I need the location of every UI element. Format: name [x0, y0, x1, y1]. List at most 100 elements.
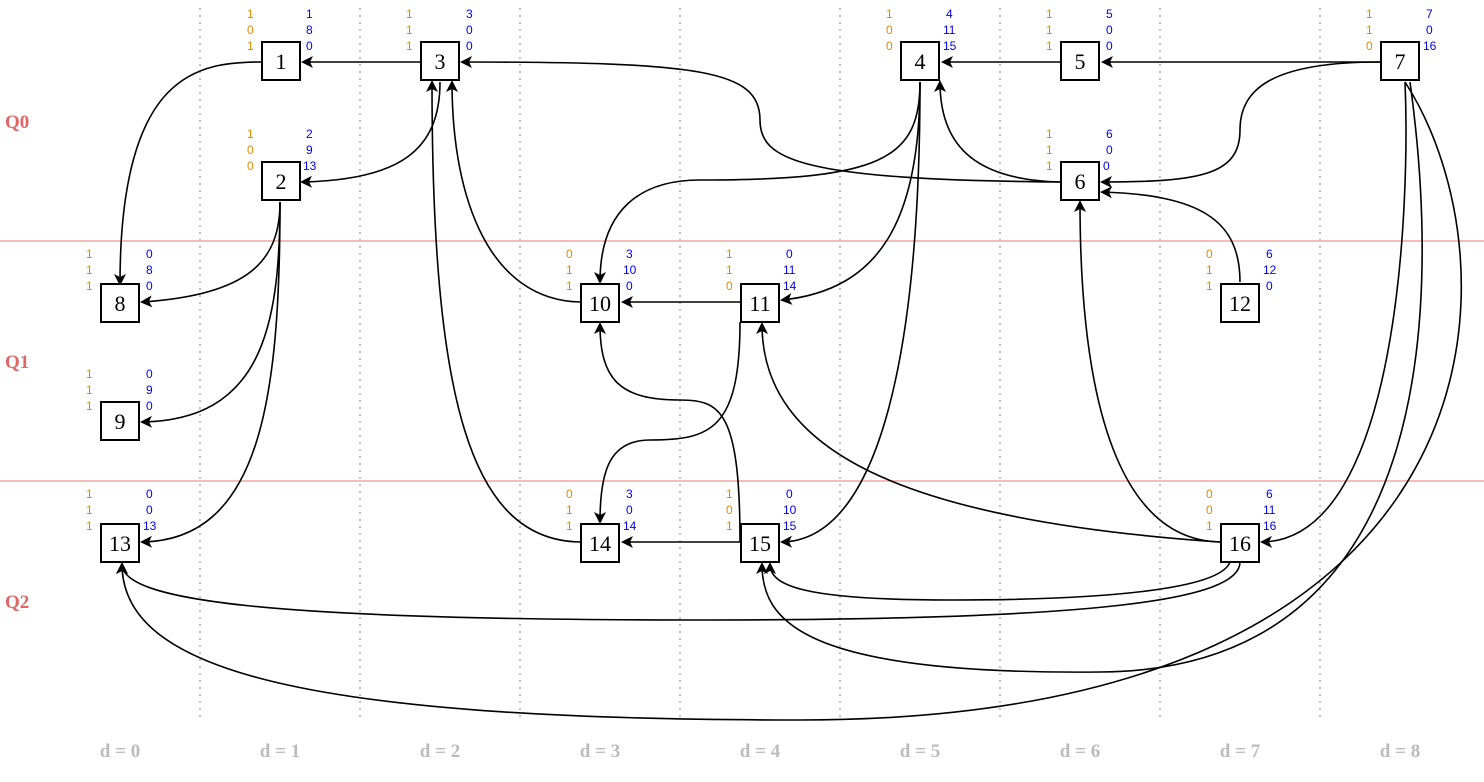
- node-left-value: 1: [1046, 7, 1053, 21]
- node-right-value: 5: [1106, 7, 1113, 21]
- edge-6-3: [460, 56, 1061, 183]
- node-right-value: 16: [1423, 39, 1437, 53]
- node-right-value: 1: [306, 7, 313, 21]
- column-labels: d = 0 d = 1 d = 2 d = 3 d = 4 d = 5 d = …: [100, 741, 1420, 762]
- nodes: 1 1 0 1 1 8 0 2 1 0 0 2 9 13 3 1 1 1 3 0…: [86, 7, 1437, 563]
- node-1: 1 1 0 1 1 8 0: [247, 7, 313, 81]
- node-label: 13: [109, 531, 131, 556]
- edge-10-3: [446, 80, 581, 303]
- node-label: 7: [1395, 49, 1406, 74]
- edge-16-15: [764, 561, 1231, 601]
- node-right-value: 0: [1106, 143, 1113, 157]
- node-label: 6: [1075, 169, 1086, 194]
- node-right-value: 0: [146, 367, 153, 381]
- node-right-value: 15: [943, 39, 957, 53]
- node-left-value: 1: [566, 519, 573, 533]
- node-left-value: 1: [1046, 143, 1053, 157]
- node-right-value: 8: [146, 263, 153, 277]
- edge-11-14: [594, 321, 741, 524]
- node-left-value: 0: [566, 247, 573, 261]
- node-right-value: 3: [626, 247, 633, 261]
- column-label-d1: d = 1: [260, 741, 300, 762]
- node-14: 14 0 1 1 3 0 14: [566, 487, 637, 563]
- node-right-value: 11: [1263, 503, 1276, 517]
- node-12: 12 0 1 1 6 12 0: [1206, 247, 1277, 323]
- node-right-value: 7: [1426, 7, 1433, 21]
- node-left-value: 1: [726, 263, 733, 277]
- node-right-value: 6: [1266, 487, 1273, 501]
- node-right-value: 10: [623, 263, 637, 277]
- node-box: [261, 161, 301, 201]
- node-7: 7 1 1 0 7 0 16: [1366, 7, 1437, 81]
- edge-4-10: [594, 81, 921, 284]
- node-right-value: 0: [786, 487, 793, 501]
- node-left-value: 0: [566, 487, 573, 501]
- node-left-value: 0: [247, 23, 254, 37]
- node-16: 16 0 0 1 6 11 16: [1206, 487, 1277, 563]
- node-left-value: 0: [247, 143, 254, 157]
- node-box: [900, 41, 940, 81]
- edge-2-8: [140, 201, 281, 308]
- node-right-value: 11: [783, 263, 796, 277]
- node-left-value: 1: [247, 39, 254, 53]
- node-box: [100, 401, 140, 441]
- node-label: 16: [1229, 531, 1251, 556]
- node-left-value: 1: [86, 383, 93, 397]
- node-left-value: 1: [86, 263, 93, 277]
- node-right-value: 3: [626, 487, 633, 501]
- edge-7-15: [756, 81, 1423, 673]
- node-left-value: 1: [247, 127, 254, 141]
- node-left-value: 0: [1206, 487, 1213, 501]
- node-left-value: 1: [726, 487, 733, 501]
- node-box: [1060, 41, 1100, 81]
- node-8: 8 1 1 1 0 8 0: [86, 247, 153, 323]
- node-left-value: 1: [1046, 127, 1053, 141]
- column-label-d3: d = 3: [580, 741, 620, 762]
- node-right-value: 0: [1106, 23, 1113, 37]
- edge-3-2: [300, 81, 441, 188]
- node-left-value: 0: [726, 279, 733, 293]
- node-15: 15 1 0 1 0 10 15: [726, 487, 797, 563]
- node-box: [1220, 283, 1260, 323]
- node-box: [740, 283, 780, 323]
- row-labels: Q0 Q1 Q2: [5, 112, 29, 613]
- node-label: 3: [435, 49, 446, 74]
- node-left-value: 1: [86, 487, 93, 501]
- node-left-value: 1: [406, 7, 413, 21]
- node-right-value: 15: [783, 519, 797, 533]
- edge-14-3: [426, 80, 581, 543]
- node-9: 9 1 1 1 0 9 0: [86, 367, 153, 441]
- node-box: [580, 523, 620, 563]
- node-label: 15: [749, 531, 771, 556]
- node-label: 2: [276, 169, 287, 194]
- node-right-value: 0: [146, 487, 153, 501]
- node-right-value: 9: [146, 383, 153, 397]
- edge-7-6: [1100, 61, 1381, 188]
- edge-7-16: [1260, 81, 1407, 548]
- node-left-value: 1: [86, 399, 93, 413]
- node-right-value: 9: [306, 143, 313, 157]
- node-left-value: 1: [886, 7, 893, 21]
- edge-4-15: [780, 81, 921, 548]
- node-right-value: 0: [146, 247, 153, 261]
- node-right-value: 3: [466, 7, 473, 21]
- node-left-value: 1: [1366, 23, 1373, 37]
- node-label: 1: [276, 49, 287, 74]
- node-box: [420, 41, 460, 81]
- row-label-q2: Q2: [5, 592, 29, 613]
- node-left-value: 1: [566, 503, 573, 517]
- edge-1-8: [114, 61, 263, 286]
- node-left-value: 1: [86, 247, 93, 261]
- edge-7-13: [116, 81, 1463, 721]
- node-13: 13 1 1 1 0 0 13: [86, 487, 157, 563]
- node-right-value: 14: [623, 519, 637, 533]
- node-left-value: 1: [566, 263, 573, 277]
- node-left-value: 0: [1366, 39, 1373, 53]
- node-label: 4: [915, 49, 926, 74]
- node-left-value: 1: [86, 367, 93, 381]
- node-left-value: 1: [406, 39, 413, 53]
- node-box: [100, 523, 140, 563]
- node-right-value: 13: [143, 519, 157, 533]
- node-label: 9: [115, 409, 126, 434]
